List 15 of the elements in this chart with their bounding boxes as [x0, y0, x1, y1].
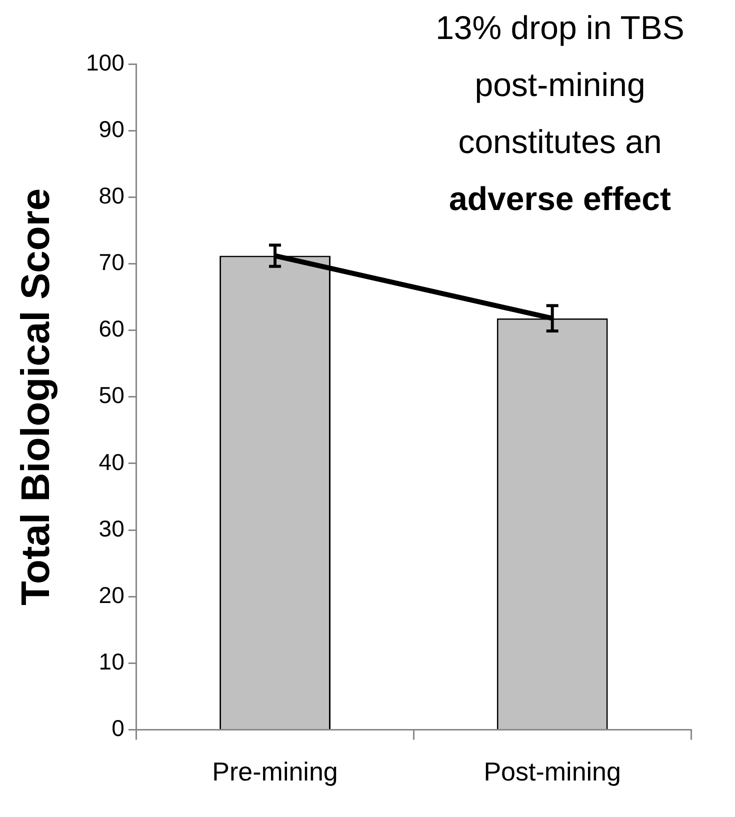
y-tick-label: 50	[98, 382, 124, 408]
y-tick-label: 60	[98, 316, 124, 342]
y-tick-label: 40	[98, 448, 124, 475]
y-tick-label: 0	[112, 715, 124, 742]
x-tick-label: Pre-mining	[212, 756, 338, 787]
y-axis-title: Total Biological Score	[14, 188, 58, 606]
y-tick-label: 90	[98, 116, 124, 142]
y-tick-label: 80	[98, 182, 124, 209]
y-tick-label: 10	[98, 648, 124, 675]
x-tick-label: Post-mining	[484, 756, 621, 787]
y-tick-label: 100	[86, 49, 124, 76]
y-tick-label: 20	[98, 582, 124, 608]
y-tick-label: 70	[98, 249, 124, 276]
annotation: adverse effect	[449, 180, 671, 218]
y-tick-label: 30	[98, 515, 124, 542]
